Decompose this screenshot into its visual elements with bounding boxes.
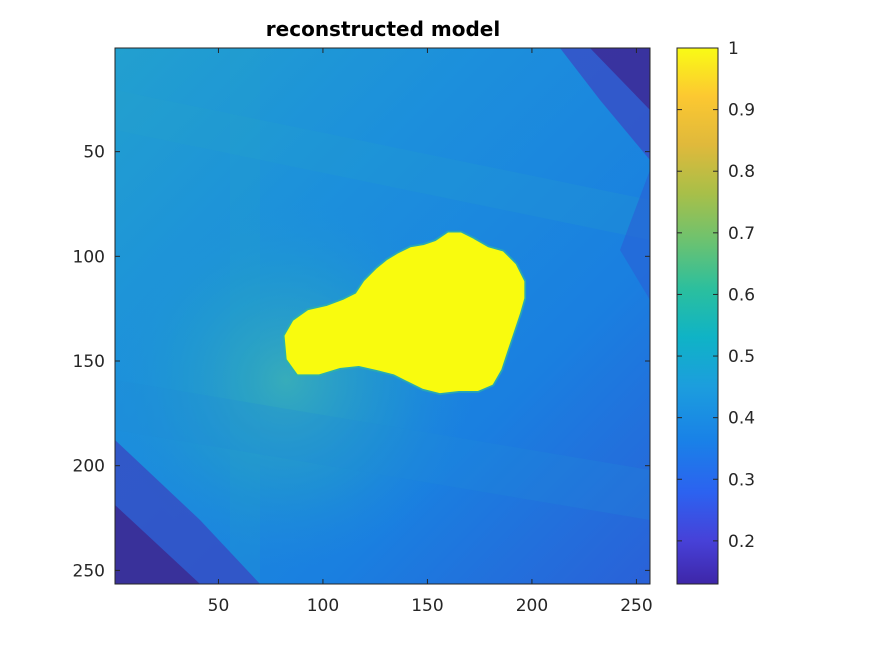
x-tick-label: 250 — [620, 596, 652, 616]
heatmap-streak — [115, 380, 650, 520]
colorbar-tick-label: 0.2 — [728, 532, 755, 552]
colorbar-tick-label: 0.3 — [728, 470, 755, 490]
chart-title: reconstructed model — [266, 17, 500, 41]
colorbar-tick-label: 0.5 — [728, 347, 755, 367]
heatmap-streak — [115, 90, 650, 240]
heatmap-dark-edge — [620, 170, 650, 300]
colorbar-tick-label: 0.4 — [728, 409, 755, 429]
x-tick-label: 100 — [307, 596, 339, 616]
colorbar-tick-label: 1 — [728, 39, 739, 59]
colorbar-tick-label: 0.7 — [728, 224, 755, 244]
x-tick-label: 50 — [208, 596, 230, 616]
x-tick-label: 200 — [516, 596, 548, 616]
colorbar-tick-label: 0.8 — [728, 162, 755, 182]
x-axis: 50 100 150 200 250 — [208, 48, 653, 616]
heatmap-dark-corner — [590, 48, 650, 110]
y-tick-label: 200 — [73, 457, 105, 477]
heatmap-image — [115, 48, 650, 584]
colorbar-tick-label: 0.9 — [728, 101, 755, 121]
heatmap-streak — [230, 48, 260, 584]
heatmap-dark-corner — [115, 505, 200, 584]
y-tick-label: 50 — [83, 143, 105, 163]
y-tick-label: 100 — [73, 247, 105, 267]
inclusion-blob — [284, 232, 525, 394]
x-tick-label: 150 — [411, 596, 443, 616]
y-axis: 50 100 150 200 250 — [73, 143, 650, 581]
colorbar-axis: 0.2 0.3 0.4 0.5 0.6 0.7 0.8 0.9 1 — [677, 39, 755, 552]
colorbar-frame — [676, 47, 719, 585]
y-tick-label: 150 — [73, 352, 105, 372]
y-tick-label: 250 — [73, 561, 105, 581]
colorbar-tick-label: 0.6 — [728, 285, 755, 305]
axes-frame — [114, 47, 651, 585]
colorbar — [677, 48, 718, 584]
